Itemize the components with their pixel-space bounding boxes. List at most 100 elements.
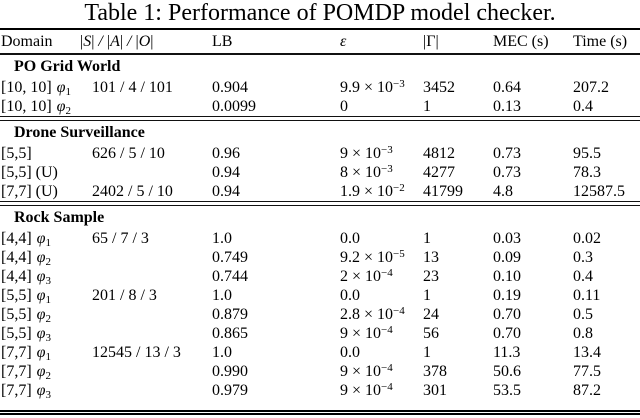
epsilon-exponent: −4: [381, 324, 393, 336]
sizes-value: 12545 / 13 / 3: [92, 344, 181, 361]
domain-label: [5,5]: [1, 145, 32, 162]
domain-cell: [5,5]: [0, 144, 92, 163]
lb-value: 1.0: [212, 230, 232, 247]
epsilon-exponent: −5: [393, 248, 405, 260]
domain-label: [4,4]: [1, 249, 32, 266]
phi-subscript: 2: [65, 105, 72, 117]
sizes-value: [92, 248, 212, 267]
gamma-value: 4812: [423, 145, 455, 162]
sizes-value: [92, 97, 212, 116]
bar-glyph: |: [80, 33, 84, 50]
time-value: 87.2: [573, 382, 601, 399]
header-time: Time (s): [573, 33, 628, 50]
time-value: 12587.5: [573, 183, 625, 200]
epsilon-exponent: −4: [381, 267, 393, 279]
epsilon-exponent: −3: [381, 163, 393, 175]
lb-value: 0.979: [212, 382, 248, 399]
epsilon-value: 8 × 10−3: [340, 163, 423, 182]
table-row: [4,4] φ1 65 / 7 / 3 1.0 0.0 1 0.03 0.02: [0, 229, 640, 249]
epsilon-base: 0.0: [340, 230, 360, 247]
table-row: [7,7] φ3 0.979 9 × 10−4 301 53.5 87.2: [0, 381, 640, 401]
table-row: [5,5] φ2 0.879 2.8 × 10−4 24 0.70 0.5: [0, 305, 640, 325]
domain-cell: [5,5] φ1: [0, 286, 92, 306]
phi-subscript: 1: [65, 86, 72, 98]
phi-subscript: 2: [45, 313, 52, 325]
mec-value: 11.3: [493, 344, 521, 361]
lb-value: 0.744: [212, 268, 248, 285]
epsilon-base: 9 × 10: [340, 325, 382, 342]
lb-value: 1.0: [212, 287, 232, 304]
domain-label: [7,7]: [1, 363, 32, 380]
sizes-value: [92, 381, 212, 400]
lb-value: 0.94: [212, 164, 240, 181]
sizes-value: [92, 163, 212, 182]
mec-value: 53.5: [493, 382, 521, 399]
section-divider: [0, 116, 640, 121]
time-value: 0.3: [573, 249, 593, 266]
epsilon-value: 0.0: [340, 229, 423, 248]
domain-label: [7,7]: [1, 382, 32, 399]
epsilon-value: 0.0: [340, 286, 423, 305]
mec-value: 0.19: [493, 287, 521, 304]
lb-value: 0.865: [212, 325, 248, 342]
script-a-symbol: A: [110, 33, 120, 50]
mec-value: 0.70: [493, 306, 521, 323]
epsilon-exponent: −3: [393, 78, 405, 90]
lb-value: 0.990: [212, 363, 248, 380]
epsilon-base: 9 × 10: [340, 382, 382, 399]
domain-cell: [10, 10] φ1: [0, 78, 92, 98]
phi-symbol: [58, 164, 63, 181]
domain-label: [5,5] (U): [1, 164, 58, 181]
mec-value: 0.13: [493, 98, 521, 115]
lb-value: 0.96: [212, 145, 240, 162]
domain-label: [4,4]: [1, 230, 32, 247]
table-row: [5,5] φ1 201 / 8 / 3 1.0 0.0 1 0.19 0.11: [0, 286, 640, 306]
domain-cell: [4,4] φ1: [0, 229, 92, 249]
time-value: 95.5: [573, 145, 601, 162]
phi-symbol: φ: [36, 249, 46, 266]
time-value: 0.02: [573, 230, 601, 247]
phi-subscript: 1: [45, 351, 52, 363]
time-value: 0.11: [573, 287, 601, 304]
table-row: [4,4] φ3 0.744 2 × 10−4 23 0.10 0.4: [0, 267, 640, 287]
gamma-value: 1: [423, 230, 431, 247]
domain-cell: [5,5] φ3: [0, 324, 92, 344]
phi-symbol: φ: [36, 287, 46, 304]
domain-cell: [5,5] (U): [0, 163, 92, 182]
domain-label: [5,5]: [1, 306, 32, 323]
phi-subscript: 1: [45, 294, 52, 306]
sizes-value: 201 / 8 / 3: [92, 287, 157, 304]
epsilon-exponent: −3: [381, 144, 393, 156]
domain-cell: [4,4] φ2: [0, 248, 92, 268]
lb-value: 0.0099: [212, 98, 256, 115]
slash-glyph: /: [127, 33, 132, 50]
time-value: 78.3: [573, 164, 601, 181]
mec-value: 0.64: [493, 79, 521, 96]
mec-value: 0.09: [493, 249, 521, 266]
domain-label: [4,4]: [1, 268, 32, 285]
epsilon-value: 1.9 × 10−2: [340, 182, 423, 201]
epsilon-base: 0.0: [340, 287, 360, 304]
lb-value: 1.0: [212, 344, 232, 361]
sizes-value: [92, 305, 212, 324]
epsilon-base: 9 × 10: [340, 363, 382, 380]
phi-subscript: 3: [45, 275, 52, 287]
section-heading-drone-surveillance: Drone Surveillance: [14, 124, 145, 141]
time-value: 0.4: [573, 98, 593, 115]
mec-value: 0.03: [493, 230, 521, 247]
table-row: [7,7] φ1 12545 / 13 / 3 1.0 0.0 1 11.3 13…: [0, 343, 640, 363]
phi-symbol: [58, 183, 63, 200]
epsilon-exponent: −4: [393, 305, 405, 317]
gamma-value: 1: [423, 98, 431, 115]
section-divider: [0, 201, 640, 206]
phi-symbol: φ: [36, 363, 46, 380]
gamma-value: 1: [423, 287, 431, 304]
epsilon-value: 9 × 10−4: [340, 381, 423, 400]
mec-value: 0.73: [493, 164, 521, 181]
phi-subscript: 3: [45, 332, 52, 344]
table-header-row: Domain |S| / |A| / |O| LB ε |Γ| MEC (s) Time…: [0, 30, 640, 53]
domain-cell: [7,7] φ2: [0, 362, 92, 382]
mec-value: 0.10: [493, 268, 521, 285]
table-row: [5,5] (U) 0.94 8 × 10−3 4277 0.73 78.3: [0, 163, 640, 182]
